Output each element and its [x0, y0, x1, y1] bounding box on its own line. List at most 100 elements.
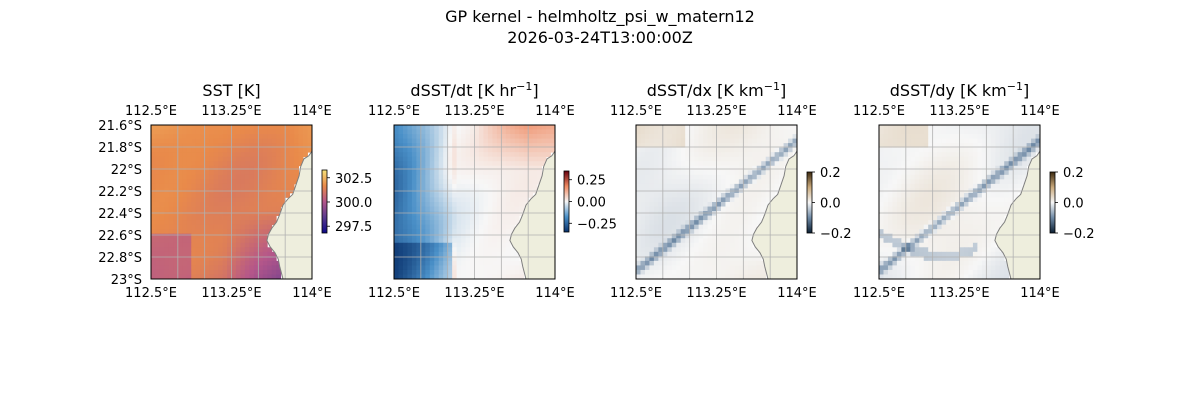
heatmap-cell — [698, 206, 704, 212]
heatmap-cell — [671, 229, 677, 235]
heatmap-cell — [244, 238, 250, 244]
heatmap-cell — [747, 274, 753, 280]
heatmap-cell — [523, 192, 529, 198]
heatmap-cell — [685, 260, 691, 266]
heatmap-cell — [788, 152, 793, 158]
heatmap-cell — [443, 170, 449, 176]
heatmap-cell — [155, 265, 161, 271]
heatmap-cell — [756, 192, 762, 198]
heatmap-cell — [720, 211, 726, 216]
heatmap-cell — [227, 211, 232, 216]
heatmap-cell — [703, 206, 708, 212]
heatmap-cell — [923, 211, 929, 216]
heatmap-cells — [879, 125, 1041, 280]
heatmap-cell — [407, 215, 413, 221]
heatmap-cell — [182, 183, 188, 189]
heatmap-cell — [298, 134, 304, 139]
heatmap-cell — [698, 251, 704, 257]
heatmap-cell — [901, 206, 907, 212]
heatmap-cell — [182, 156, 188, 162]
heatmap-cell — [720, 202, 726, 207]
heatmap-cell — [200, 220, 206, 226]
heatmap-cell — [429, 211, 435, 216]
heatmap-cell — [177, 165, 183, 171]
heatmap-cell — [640, 238, 646, 244]
heatmap-cell — [425, 269, 431, 275]
heatmap-cell — [510, 256, 516, 262]
heatmap-cell — [487, 247, 493, 253]
heatmap-cell — [271, 125, 277, 130]
heatmap-cell — [249, 179, 255, 185]
heatmap-cell — [168, 129, 174, 135]
heatmap-cell — [972, 179, 978, 185]
heatmap-cell — [276, 147, 282, 153]
heatmap-cell — [720, 229, 726, 235]
heatmap-cell — [478, 125, 484, 130]
heatmap-cell — [407, 156, 413, 162]
heatmap-cell — [267, 147, 273, 153]
heatmap-cell — [496, 197, 502, 203]
heatmap-cell — [707, 152, 713, 158]
heatmap-cell — [636, 233, 641, 239]
heatmap-cell — [729, 238, 735, 244]
heatmap-cell — [946, 129, 951, 135]
heatmap-cell — [995, 220, 1001, 226]
heatmap-cell — [227, 138, 232, 144]
heatmap-cell — [285, 138, 291, 144]
heatmap-cell — [1004, 183, 1010, 189]
heatmap-cell — [990, 202, 996, 207]
heatmap-cell — [294, 138, 299, 144]
heatmap-cell — [649, 256, 655, 262]
heatmap-cell — [685, 269, 691, 275]
heatmap-cell — [972, 134, 978, 139]
heatmap-cell — [218, 129, 223, 135]
heatmap-cell — [289, 125, 295, 130]
heatmap-cell — [510, 170, 516, 176]
heatmap-cell — [990, 260, 996, 266]
heatmap-cell — [640, 229, 646, 235]
heatmap-cell — [200, 233, 206, 239]
heatmap-cell — [213, 260, 219, 266]
heatmap-cell — [465, 229, 471, 235]
heatmap-cell — [676, 229, 682, 235]
heatmap-cell — [774, 143, 780, 149]
heatmap-cell — [151, 269, 156, 275]
heatmap-cell — [429, 129, 435, 135]
heatmap-cell — [164, 134, 170, 139]
heatmap-cell — [972, 170, 978, 176]
heatmap-cell — [532, 170, 538, 176]
heatmap-cell — [959, 215, 965, 221]
heatmap-cell — [461, 143, 466, 149]
heatmap-cell — [914, 147, 920, 153]
heatmap-cell — [496, 220, 502, 226]
heatmap-cell — [955, 183, 960, 189]
heatmap-cell — [398, 138, 404, 144]
heatmap-cell — [398, 156, 404, 162]
heatmap-cell — [662, 125, 668, 130]
heatmap-cell — [200, 143, 206, 149]
heatmap-cell — [182, 165, 188, 171]
heatmap-cell — [200, 197, 206, 203]
heatmap-cell — [474, 143, 480, 149]
heatmap-cell — [429, 251, 435, 257]
heatmap-cell — [159, 143, 165, 149]
heatmap-cell — [487, 274, 493, 280]
heatmap-cell — [729, 165, 735, 171]
heatmap-cell — [640, 251, 646, 257]
heatmap-cell — [227, 134, 232, 139]
heatmap-cell — [496, 202, 502, 207]
panel-frame — [635, 124, 798, 280]
heatmap-cell — [990, 165, 996, 171]
heatmap-cell — [658, 260, 664, 266]
heatmap-cell — [955, 147, 960, 153]
heatmap-cell — [227, 152, 232, 158]
heatmap-cell — [703, 183, 708, 189]
heatmap-cell — [402, 170, 408, 176]
heatmap-cell — [416, 202, 422, 207]
heatmap-cell — [164, 147, 170, 153]
heatmap-cell — [950, 242, 956, 248]
heatmap-cell — [407, 125, 413, 130]
heatmap-cell — [734, 165, 740, 171]
heatmap-cell — [707, 138, 713, 144]
heatmap-cell — [240, 238, 246, 244]
